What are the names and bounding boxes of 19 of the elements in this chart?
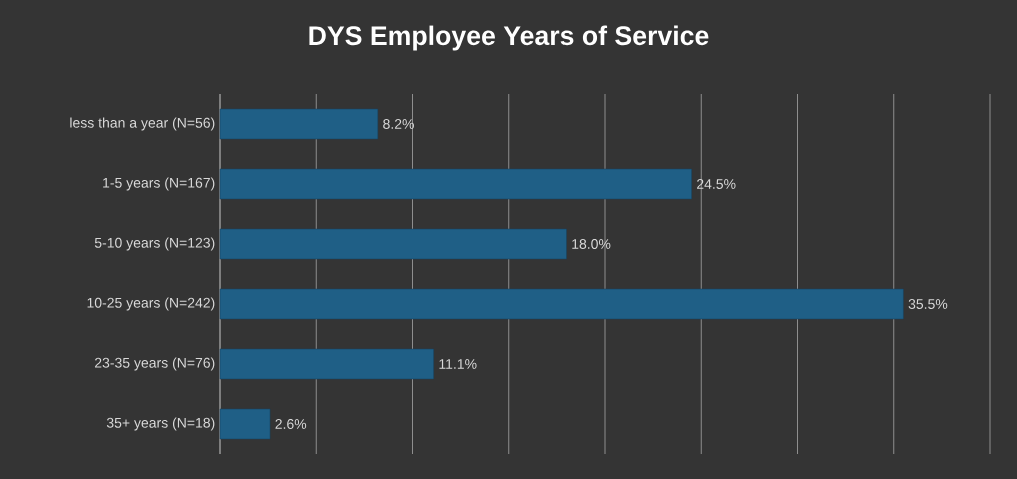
chart-title: DYS Employee Years of Service bbox=[309, 25, 709, 51]
y-tick-label: 23-35 years (N=76) bbox=[95, 357, 215, 371]
y-tick-label: less than a year (N=56) bbox=[70, 117, 215, 131]
bar bbox=[219, 108, 379, 140]
data-label: 24.5% bbox=[697, 179, 736, 189]
y-tick-label: 5-10 years (N=123) bbox=[94, 237, 215, 251]
bar bbox=[219, 348, 434, 380]
y-tick-label: 1-5 years (N=167) bbox=[103, 177, 215, 191]
y-tick-label: 10-25 years (N=242) bbox=[87, 297, 215, 311]
data-label: 35.5% bbox=[908, 299, 948, 309]
data-label: 2.6% bbox=[275, 419, 307, 429]
bar bbox=[219, 228, 567, 260]
data-label: 11.1% bbox=[439, 359, 477, 369]
bar bbox=[219, 168, 692, 200]
data-label: 8.2% bbox=[383, 119, 414, 129]
y-tick-label: 35+ years (N=18) bbox=[106, 417, 215, 431]
bar bbox=[219, 288, 904, 320]
data-label: 18.0% bbox=[572, 239, 611, 249]
bar bbox=[219, 408, 271, 440]
